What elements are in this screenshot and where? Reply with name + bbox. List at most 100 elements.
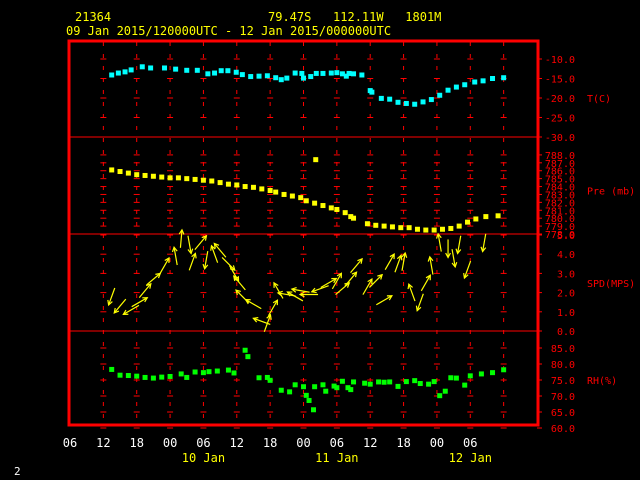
wind-arrow-head: [331, 277, 338, 284]
wind-arrow-shaft: [401, 252, 406, 271]
humidity-point: [376, 379, 382, 385]
wind-arrow: [455, 235, 462, 255]
y-tick-label: -25.0: [545, 114, 575, 125]
wind-arrow-head: [107, 299, 113, 307]
pressure-point: [298, 195, 304, 201]
wind-arrow-shaft: [138, 283, 152, 298]
humidity-point: [417, 381, 423, 387]
temperature-point: [122, 69, 128, 75]
pressure-point: [423, 227, 429, 233]
pressure-point: [217, 180, 223, 186]
wind-arrow: [362, 277, 373, 295]
pressure-point: [267, 188, 273, 193]
y-tick-label: 787.0: [545, 159, 575, 170]
humidity-point: [150, 375, 156, 381]
temperature-point: [490, 76, 496, 81]
temperature-point: [334, 70, 340, 76]
humidity-point: [426, 381, 432, 387]
wind-arrow-shaft: [210, 245, 219, 263]
plot-frame: [67, 39, 540, 427]
temperature-point: [162, 65, 168, 71]
humidity-point: [467, 373, 473, 379]
humidity-point: [331, 383, 337, 389]
pressure-point: [134, 172, 140, 178]
humidity-point: [320, 382, 326, 388]
wind-arrow: [480, 233, 487, 253]
wind-arrow-head: [232, 275, 239, 282]
y-tick-label: 778.0: [545, 230, 575, 241]
humidity-point: [178, 371, 184, 377]
wind-arrow-head: [386, 295, 393, 301]
wind-arrow: [463, 260, 472, 280]
wind-arrow: [427, 255, 434, 275]
wind-arrow: [350, 257, 363, 274]
wind-arrow-head: [415, 305, 422, 312]
wind-arrow: [286, 291, 304, 302]
pressure-point: [209, 178, 215, 184]
wind-arrow-head: [187, 248, 194, 255]
x-tick-label: 18: [129, 436, 143, 450]
wind-arrow-shaft: [457, 235, 462, 254]
wind-arrow: [435, 232, 442, 252]
humidity-point: [245, 354, 251, 360]
wind-arrow-shaft: [194, 235, 207, 250]
data-layer: [107, 64, 507, 413]
temperature-point: [403, 100, 409, 106]
x-tick-label: 00: [163, 436, 177, 450]
humidity-point: [267, 377, 273, 383]
temperature-point: [212, 70, 218, 76]
humidity-point: [478, 371, 484, 377]
wind-arrow-shaft: [233, 275, 246, 291]
temperature-point: [148, 65, 154, 71]
wind-arrow: [188, 252, 197, 271]
humidity-point: [142, 374, 148, 380]
temperature-point: [248, 74, 254, 80]
wind-arrow-head: [435, 232, 442, 239]
temperature-point: [284, 75, 290, 81]
wind-arrow-shaft: [311, 285, 329, 293]
temperature-point: [233, 69, 239, 75]
x-tick-label: 06: [63, 436, 77, 450]
wind-arrow: [194, 234, 208, 250]
wind-arrow-shaft: [350, 258, 363, 274]
wind-arrow-head: [273, 281, 279, 288]
wind-arrow: [451, 249, 458, 269]
pressure-point: [342, 210, 348, 216]
pressure-point: [348, 214, 354, 220]
wind-arrow: [310, 285, 329, 294]
humidity-point: [256, 375, 262, 381]
y-tick-label: 781.0: [545, 206, 575, 217]
y-tick-label: 4.0: [557, 250, 575, 261]
wind-arrow-shaft: [131, 297, 148, 308]
pressure-point: [159, 174, 165, 180]
temperature-point: [115, 70, 121, 76]
temperature-point: [351, 71, 357, 77]
panel-ylabel: RH(%): [587, 376, 617, 387]
x-day-label: 12 Jan: [449, 451, 492, 465]
wind-arrow-head: [210, 244, 216, 251]
humidity-point: [206, 369, 212, 375]
wind-arrow: [407, 282, 416, 302]
humidity-point: [109, 366, 115, 372]
wind-arrow: [384, 253, 395, 270]
wind-arrow-shaft: [463, 260, 472, 279]
y-tick-label: 780.0: [545, 214, 575, 225]
temperature-point: [472, 79, 478, 85]
humidity-point: [323, 388, 329, 394]
wind-arrow: [113, 298, 127, 314]
pressure-point: [242, 184, 248, 190]
humidity-point: [453, 375, 459, 381]
humidity-point: [225, 367, 231, 373]
pressure-point: [456, 223, 462, 229]
humidity-point: [167, 373, 173, 379]
pressure-point: [448, 225, 454, 231]
wind-arrow-head: [266, 313, 272, 320]
y-tick-label: 2.0: [557, 289, 575, 300]
pressure-point: [142, 172, 148, 178]
pressure-point: [109, 167, 115, 173]
x-tick-label: 18: [396, 436, 410, 450]
y-tick-label: 70.0: [551, 392, 575, 403]
wind-arrow-head: [201, 234, 208, 241]
temperature-point: [378, 95, 384, 101]
